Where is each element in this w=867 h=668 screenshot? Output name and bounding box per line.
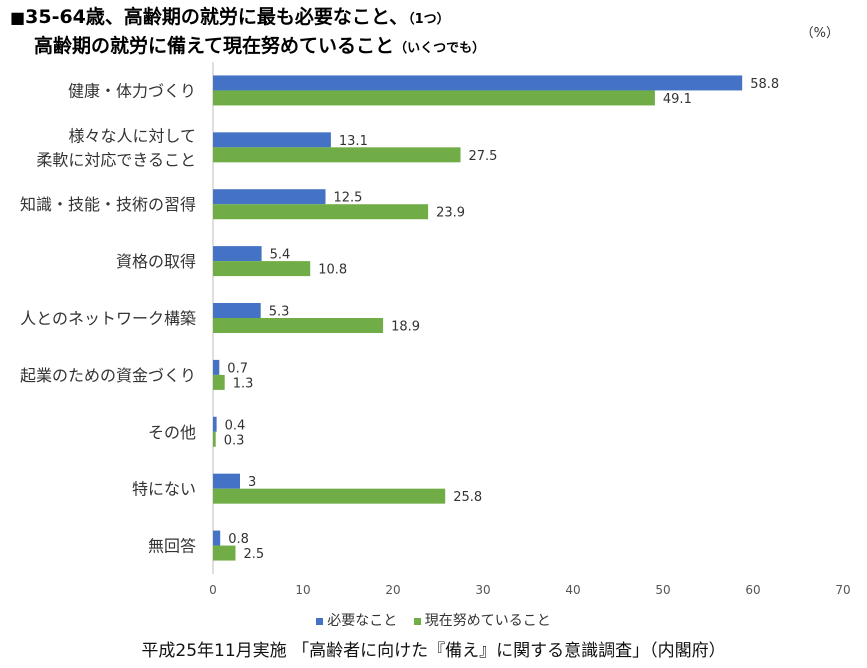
category-label: 人とのネットワーク構築 <box>20 309 196 328</box>
title-line-2: 高齢期の就労に備えて現在努めていること（いくつでも） <box>10 33 485 62</box>
bar-series-2 <box>213 318 384 333</box>
bar-series-1 <box>213 246 262 262</box>
bar-series-1 <box>213 132 331 148</box>
category-label: 様々な人に対して <box>68 126 196 145</box>
bar-series-2 <box>213 147 461 163</box>
bar-chart: 0 10 20 30 40 50 60 70 健康・体力づくり 58.8 49.1 様々な人に対して柔… <box>20 62 851 597</box>
category-label: 知識・技能・技術の習得 <box>20 195 196 214</box>
category-label: 特にない <box>132 480 196 499</box>
bar-series-1 <box>213 75 743 91</box>
x-tick-label: 0 <box>209 583 217 597</box>
title-line-1-note: （1つ） <box>408 12 450 27</box>
legend-label-series-2: 現在努めていること <box>424 613 551 629</box>
data-label: 0.3 <box>224 433 245 448</box>
x-tick-label: 10 <box>295 583 310 597</box>
data-label: 18.9 <box>391 320 420 335</box>
legend-item-series-1: 必要なこと <box>316 610 397 630</box>
bar-series-2 <box>213 90 655 106</box>
title-square-mark: ■ <box>10 8 26 27</box>
bar-series-1 <box>213 473 240 489</box>
category-label: その他 <box>148 423 196 442</box>
legend: 必要なこと 現在努めていること <box>0 610 867 630</box>
bar-series-2 <box>213 261 311 277</box>
title-line-2-note: （いくつでも） <box>394 41 486 56</box>
category-label: 起業のための資金づくり <box>20 366 196 385</box>
x-tick-label: 30 <box>475 583 490 597</box>
bar-series-1 <box>213 416 217 432</box>
data-label: 12.5 <box>334 191 363 206</box>
data-label: 0.8 <box>228 532 249 547</box>
category-label: 無回答 <box>148 537 196 556</box>
data-label: 0.7 <box>227 361 248 376</box>
unit-label: （%） <box>800 26 839 41</box>
category-label: 健康・体力づくり <box>68 81 196 100</box>
category-label: 柔軟に対応できること <box>36 150 196 169</box>
bar-series-1 <box>213 359 220 375</box>
bar-series-2 <box>213 204 429 220</box>
title-line-2-main: 高齢期の就労に備えて現在努めていること <box>34 35 395 57</box>
bar-series-2 <box>213 488 446 504</box>
legend-swatch-series-2 <box>413 617 421 625</box>
data-label: 5.3 <box>269 305 290 320</box>
legend-swatch-series-1 <box>316 617 324 625</box>
title-line-1: ■35-64歳、高齢期の就労に最も必要なこと、（1つ） <box>10 4 485 33</box>
bar-series-2 <box>213 545 236 561</box>
x-tick-label: 60 <box>745 583 760 597</box>
category-label: 資格の取得 <box>116 252 196 271</box>
bar-series-1 <box>213 303 261 318</box>
data-label: 10.8 <box>318 263 347 278</box>
data-label: 58.8 <box>750 77 779 92</box>
x-tick-label: 50 <box>655 583 670 597</box>
data-label: 5.4 <box>270 248 291 263</box>
chart-title: ■35-64歳、高齢期の就労に最も必要なこと、（1つ） 高齢期の就労に備えて現在… <box>10 4 485 62</box>
data-label: 2.5 <box>244 547 265 562</box>
x-tick-label: 20 <box>385 583 400 597</box>
data-label: 3 <box>248 475 256 490</box>
data-label: 25.8 <box>453 490 482 505</box>
bar-series-2 <box>213 431 216 447</box>
data-label: 13.1 <box>339 134 368 149</box>
bar-series-2 <box>213 374 225 390</box>
source-note: 平成25年11月実施 「高齢者に向けた『備え』に関する意識調査」（内閣府） <box>141 641 726 661</box>
data-label: 1.3 <box>233 376 254 391</box>
data-label: 49.1 <box>663 92 692 107</box>
legend-label-series-1: 必要なこと <box>327 613 398 629</box>
title-line-1-main: 35-64歳、高齢期の就労に最も必要なこと、 <box>25 6 409 28</box>
data-label: 27.5 <box>469 149 498 164</box>
bar-series-1 <box>213 530 221 546</box>
bar-series-1 <box>213 189 326 205</box>
x-tick-label: 40 <box>565 583 580 597</box>
data-label: 23.9 <box>436 206 465 221</box>
data-label: 0.4 <box>225 418 246 433</box>
legend-item-series-2: 現在努めていること <box>413 610 551 630</box>
x-tick-label: 70 <box>835 583 850 597</box>
